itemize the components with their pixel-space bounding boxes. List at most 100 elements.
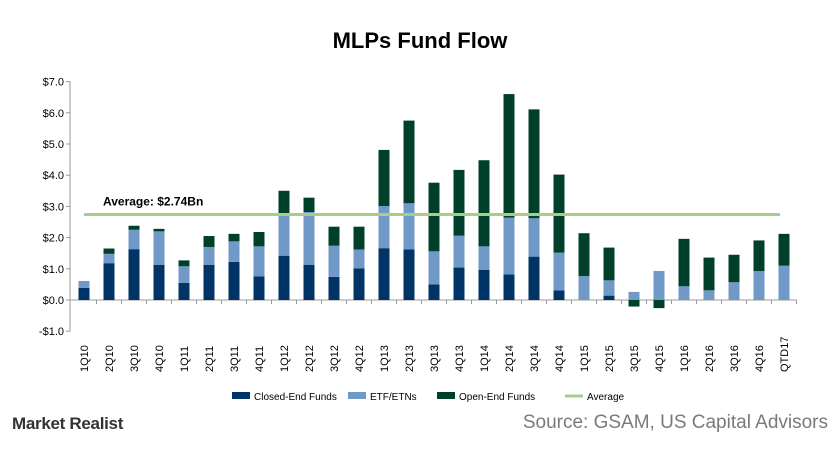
bar-etf-etns-4Q11 xyxy=(253,246,265,277)
bar-open-end-funds-4Q16 xyxy=(753,240,765,271)
bar-open-end-funds-1Q13 xyxy=(378,149,390,207)
bar-closed-end-funds-2Q12 xyxy=(303,264,315,300)
bar-closed-end-funds-2Q15 xyxy=(603,295,615,300)
bar-open-end-funds-4Q11 xyxy=(253,231,265,247)
bar-closed-end-funds-3Q10 xyxy=(128,249,140,300)
x-tick-label: 1Q14 xyxy=(479,345,491,372)
x-tick-label: QTD17 xyxy=(779,337,791,372)
y-tick-label: $4.0 xyxy=(43,170,64,182)
bar-etf-etns-2Q10 xyxy=(103,253,115,264)
bar-closed-end-funds-3Q11 xyxy=(228,261,240,300)
bar-open-end-funds-1Q11 xyxy=(178,260,190,267)
x-tick-label: 3Q12 xyxy=(329,345,341,372)
bar-etf-etns-2Q12 xyxy=(303,212,315,265)
bar-open-end-funds-QTD17 xyxy=(778,233,790,266)
x-tick-label: 2Q14 xyxy=(504,345,516,372)
legend-label: Open-End Funds xyxy=(459,392,535,403)
bar-open-end-funds-2Q11 xyxy=(203,236,215,247)
bar-open-end-funds-3Q15 xyxy=(628,300,640,307)
bar-open-end-funds-3Q11 xyxy=(228,233,240,242)
x-tick-label: 4Q11 xyxy=(254,346,266,372)
bar-etf-etns-1Q13 xyxy=(378,206,390,249)
x-tick-label: 3Q16 xyxy=(729,345,741,372)
x-tick-label: 4Q13 xyxy=(454,345,466,372)
bar-etf-etns-2Q13 xyxy=(403,203,415,250)
legend-swatch xyxy=(348,392,366,399)
bar-open-end-funds-2Q16 xyxy=(703,257,715,291)
bar-closed-end-funds-1Q12 xyxy=(278,255,290,300)
x-tick-label: 2Q11 xyxy=(204,346,216,372)
y-tick-label: $6.0 xyxy=(43,108,64,120)
bar-open-end-funds-3Q10 xyxy=(128,225,140,230)
bar-closed-end-funds-1Q14 xyxy=(478,269,490,300)
y-tick-label: $0.0 xyxy=(43,295,64,307)
x-tick-label: 1Q16 xyxy=(679,345,691,372)
bar-etf-etns-1Q14 xyxy=(478,246,490,270)
bar-closed-end-funds-4Q14 xyxy=(553,290,565,300)
x-tick-label: 1Q10 xyxy=(79,345,91,372)
bar-closed-end-funds-2Q10 xyxy=(103,263,115,300)
x-tick-label: 4Q12 xyxy=(354,345,366,372)
bar-etf-etns-3Q14 xyxy=(528,218,540,257)
bar-etf-etns-3Q12 xyxy=(328,245,340,277)
bar-closed-end-funds-1Q13 xyxy=(378,248,390,300)
bar-etf-etns-4Q15 xyxy=(653,270,665,300)
x-tick-label: 1Q11 xyxy=(179,346,191,372)
x-tick-label: 3Q11 xyxy=(229,346,241,372)
x-tick-label: 1Q15 xyxy=(579,345,591,372)
bar-open-end-funds-4Q13 xyxy=(453,169,465,236)
x-tick-label: 2Q16 xyxy=(704,345,716,372)
bar-open-end-funds-1Q16 xyxy=(678,238,690,287)
bar-etf-etns-1Q16 xyxy=(678,286,690,300)
bar-etf-etns-4Q16 xyxy=(753,270,765,300)
chart-title: MLPs Fund Flow xyxy=(332,28,508,53)
bar-open-end-funds-2Q10 xyxy=(103,248,115,254)
bar-open-end-funds-4Q10 xyxy=(153,228,165,232)
bar-open-end-funds-2Q12 xyxy=(303,197,315,213)
bar-open-end-funds-2Q15 xyxy=(603,247,615,281)
x-tick-label: 1Q12 xyxy=(279,345,291,372)
x-tick-label: 1Q13 xyxy=(379,345,391,372)
bar-etf-etns-1Q12 xyxy=(278,215,290,256)
bar-etf-etns-1Q11 xyxy=(178,266,190,283)
bar-etf-etns-2Q11 xyxy=(203,246,215,265)
bar-etf-etns-3Q10 xyxy=(128,229,140,250)
x-tick-label: 2Q13 xyxy=(404,345,416,372)
bar-closed-end-funds-4Q11 xyxy=(253,276,265,300)
bar-closed-end-funds-4Q10 xyxy=(153,264,165,300)
bar-etf-etns-2Q15 xyxy=(603,280,615,296)
bar-closed-end-funds-3Q13 xyxy=(428,284,440,300)
bar-closed-end-funds-1Q10 xyxy=(78,287,90,300)
bar-open-end-funds-1Q12 xyxy=(278,190,290,216)
legend-label: Average xyxy=(587,392,625,403)
legend-label: Closed-End Funds xyxy=(254,392,337,403)
bar-etf-etns-3Q13 xyxy=(428,251,440,285)
y-tick-label: $7.0 xyxy=(43,77,64,89)
bar-closed-end-funds-2Q14 xyxy=(503,274,515,300)
legend-label: ETF/ETNs xyxy=(370,392,417,403)
bar-closed-end-funds-2Q11 xyxy=(203,264,215,300)
bar-etf-etns-4Q13 xyxy=(453,235,465,268)
bar-etf-etns-1Q10 xyxy=(78,280,90,288)
x-tick-label: 2Q10 xyxy=(104,345,116,372)
x-tick-label: 3Q10 xyxy=(129,345,141,372)
y-tick-label: $2.0 xyxy=(43,233,64,245)
average-label: Average: $2.74Bn xyxy=(103,195,203,209)
legend-swatch xyxy=(437,392,455,399)
bar-closed-end-funds-2Q13 xyxy=(403,249,415,300)
bar-closed-end-funds-4Q12 xyxy=(353,268,365,300)
source-note: Source: GSAM, US Capital Advisors xyxy=(522,412,828,433)
bar-open-end-funds-4Q12 xyxy=(353,226,365,250)
x-tick-label: 2Q12 xyxy=(304,345,316,372)
y-tick-label: -$1.0 xyxy=(39,326,64,338)
y-tick-label: $3.0 xyxy=(43,201,64,213)
bar-etf-etns-1Q15 xyxy=(578,275,590,300)
bar-closed-end-funds-1Q11 xyxy=(178,282,190,300)
bar-closed-end-funds-3Q12 xyxy=(328,276,340,300)
bar-open-end-funds-3Q13 xyxy=(428,182,440,252)
bar-etf-etns-3Q15 xyxy=(628,291,640,300)
bar-open-end-funds-4Q15 xyxy=(653,300,665,309)
bar-etf-etns-QTD17 xyxy=(778,265,790,300)
x-tick-label: 2Q15 xyxy=(604,345,616,372)
